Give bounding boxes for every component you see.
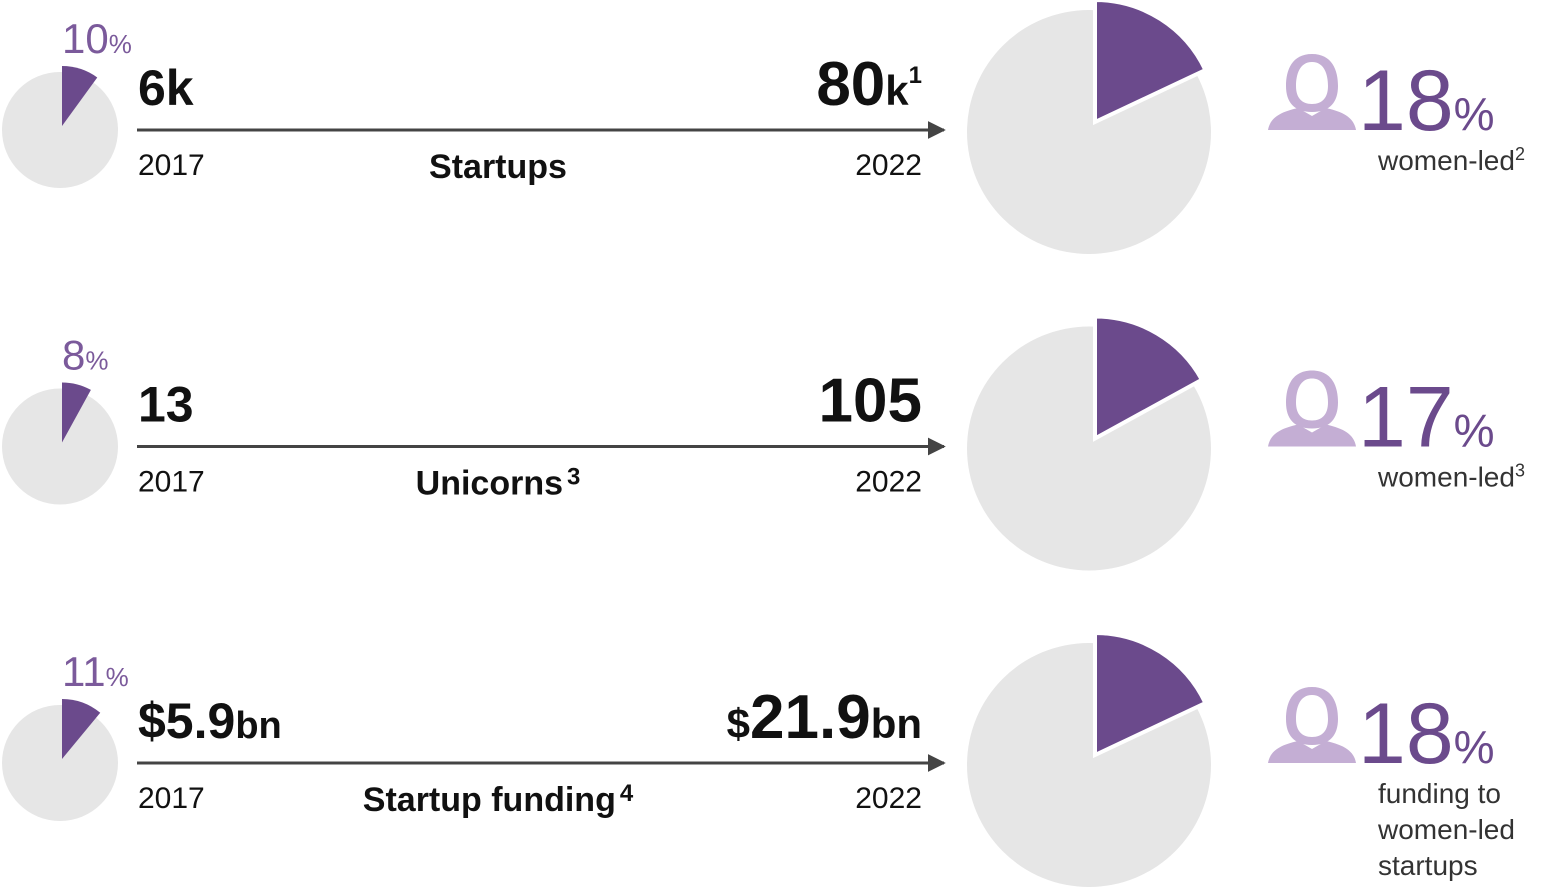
caption-line: women-led	[1377, 145, 1515, 176]
icon-head	[1286, 54, 1338, 112]
footnote: 2	[1515, 144, 1525, 164]
woman-icon	[1268, 54, 1356, 130]
value-text: 80k1	[816, 50, 922, 119]
footnote: 4	[620, 780, 634, 807]
end-year: 2022	[855, 149, 922, 182]
value-unit: bn	[871, 700, 922, 747]
caption: women-led	[1377, 814, 1515, 845]
pie-base	[2, 388, 118, 505]
start-year: 2017	[138, 782, 205, 815]
caption-line: funding to	[1378, 778, 1501, 809]
caption-line: women-led	[1377, 462, 1515, 493]
value-text: $21.9bn	[727, 683, 922, 752]
value-text: 13	[138, 377, 194, 433]
percent-sign: %	[1454, 721, 1495, 773]
icon-body	[1268, 741, 1356, 763]
big-share: 18%	[1358, 686, 1495, 782]
footnote: 3	[1515, 461, 1525, 481]
icon-head	[1286, 687, 1338, 745]
value-number: 13	[138, 377, 194, 433]
share-number: 11	[62, 648, 106, 695]
value-number: 21.9	[750, 683, 871, 752]
caption: funding to	[1378, 778, 1501, 809]
caption: women-led2	[1377, 144, 1525, 176]
percent-sign: %	[1454, 88, 1495, 140]
caption: women-led3	[1377, 461, 1525, 493]
percent-sign: %	[106, 662, 129, 692]
percent-sign: %	[85, 346, 108, 376]
value-number: 80	[816, 50, 885, 119]
value-unit: k	[885, 67, 909, 114]
end-year: 2022	[855, 782, 922, 815]
share-number: 8	[62, 332, 85, 379]
pie-wedge	[1093, 0, 1209, 126]
metric-label: Startup funding 4	[363, 780, 634, 819]
share-label: 11%	[62, 648, 129, 695]
caption-line: women-led	[1377, 814, 1515, 845]
value-unit: $	[727, 700, 750, 747]
pie-base	[2, 705, 118, 821]
woman-icon	[1268, 687, 1356, 763]
value-number: $5.9	[138, 693, 235, 749]
icon-body	[1268, 108, 1356, 130]
value-text: 6k	[138, 60, 194, 116]
pie-wedge	[62, 699, 101, 759]
big-share: 17%	[1358, 370, 1495, 466]
metric-label: Startups	[429, 148, 567, 186]
pie-wedge	[1093, 314, 1205, 442]
caption: startups	[1378, 850, 1478, 881]
metric-name: Unicorns	[416, 465, 563, 503]
value-text: 105	[819, 367, 922, 436]
metric-name: Startups	[429, 148, 567, 186]
footnote: 1	[909, 62, 922, 89]
metric-name: Startup funding	[363, 781, 616, 819]
woman-icon	[1268, 370, 1356, 447]
icon-body	[1268, 424, 1356, 447]
share-number: 17	[1358, 370, 1454, 466]
share-number: 18	[1358, 686, 1454, 782]
share-label: 10%	[62, 15, 132, 62]
share-number: 18	[1358, 53, 1454, 149]
pie-base	[2, 72, 118, 188]
percent-sign: %	[109, 29, 132, 59]
pie-wedge	[62, 66, 98, 126]
pie-wedge	[1093, 630, 1209, 759]
start-year: 2017	[138, 149, 205, 182]
metric-label: Unicorns 3	[416, 464, 581, 503]
value-unit: bn	[235, 705, 281, 747]
percent-sign: %	[1454, 405, 1495, 457]
value-number: 6k	[138, 60, 194, 116]
start-year: 2017	[138, 466, 205, 499]
value-text: $5.9bn	[138, 693, 282, 749]
pie-wedge	[62, 382, 91, 443]
big-share: 18%	[1358, 53, 1495, 149]
share-label: 8%	[62, 332, 108, 379]
icon-head	[1286, 370, 1338, 429]
caption-line: startups	[1378, 850, 1478, 881]
end-year: 2022	[855, 466, 922, 499]
share-number: 10	[62, 15, 109, 62]
footnote: 3	[567, 464, 580, 491]
value-number: 105	[819, 367, 922, 436]
